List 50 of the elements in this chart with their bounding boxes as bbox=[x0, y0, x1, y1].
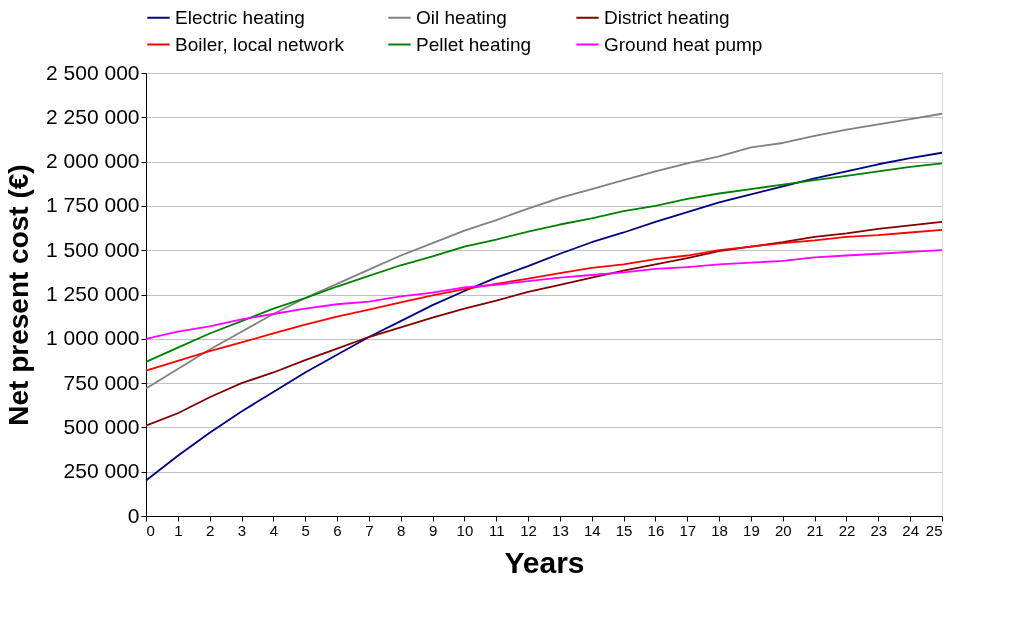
legend-label: Ground heat pump bbox=[604, 33, 763, 55]
line-series bbox=[145, 162, 943, 363]
x-tick-label: 20 bbox=[774, 521, 792, 539]
x-tick-label: 7 bbox=[365, 521, 374, 539]
x-tick-label: 14 bbox=[583, 521, 601, 539]
x-tick-label: 3 bbox=[237, 521, 247, 539]
y-tick-label: 2 250 000 bbox=[46, 104, 140, 128]
x-tick-label: 1 bbox=[174, 521, 183, 539]
x-tick-label: 2 bbox=[206, 521, 215, 539]
x-tick-label: 0 bbox=[146, 521, 155, 539]
x-tick-label: 17 bbox=[679, 521, 697, 539]
x-tick-label: 16 bbox=[647, 521, 665, 539]
x-tick-label: 23 bbox=[870, 521, 888, 539]
y-tick-label: 1 500 000 bbox=[46, 237, 140, 261]
x-tick-label: 12 bbox=[520, 521, 537, 539]
legend-label: Electric heating bbox=[175, 6, 305, 28]
line-series bbox=[145, 220, 943, 427]
y-tick-label: 250 000 bbox=[63, 459, 140, 483]
x-tick-label: 10 bbox=[456, 521, 474, 539]
x-tick-label: 6 bbox=[333, 521, 342, 539]
y-tick-label: 500 000 bbox=[63, 414, 140, 438]
x-axis-title: Years bbox=[504, 545, 585, 579]
y-tick-label: 2 500 000 bbox=[46, 60, 140, 84]
line-series bbox=[145, 228, 943, 372]
x-tick-label: 18 bbox=[711, 521, 728, 539]
legend-label: Boiler, local network bbox=[175, 33, 345, 55]
x-tick-label: 13 bbox=[552, 521, 569, 539]
y-axis-title: Net present cost (€) bbox=[3, 164, 35, 426]
line-series bbox=[145, 249, 943, 340]
legend-label: District heating bbox=[604, 6, 730, 28]
x-tick-label: 8 bbox=[397, 521, 406, 539]
line-series bbox=[145, 112, 943, 390]
y-tick-label: 1 000 000 bbox=[46, 326, 140, 350]
legend-label: Oil heating bbox=[416, 6, 507, 28]
x-tick-label: 24 bbox=[902, 521, 919, 539]
y-tick-label: 1 750 000 bbox=[46, 193, 140, 217]
x-tick-label: 15 bbox=[615, 521, 633, 539]
x-tick-label: 4 bbox=[269, 521, 279, 539]
x-tick-label: 11 bbox=[488, 521, 505, 539]
line-series bbox=[145, 151, 943, 482]
y-tick-label: 2 000 000 bbox=[46, 149, 140, 173]
x-tick-label: 9 bbox=[428, 521, 438, 539]
y-tick-label: 1 250 000 bbox=[46, 282, 140, 305]
x-tick-label: 22 bbox=[838, 521, 856, 539]
x-tick-label: 5 bbox=[301, 521, 310, 539]
y-tick-label: 750 000 bbox=[63, 370, 140, 394]
x-tick-label: 25 bbox=[925, 521, 943, 539]
legend-label: Pellet heating bbox=[416, 33, 532, 55]
x-tick-label: 21 bbox=[806, 521, 824, 539]
x-tick-label: 19 bbox=[743, 521, 760, 539]
